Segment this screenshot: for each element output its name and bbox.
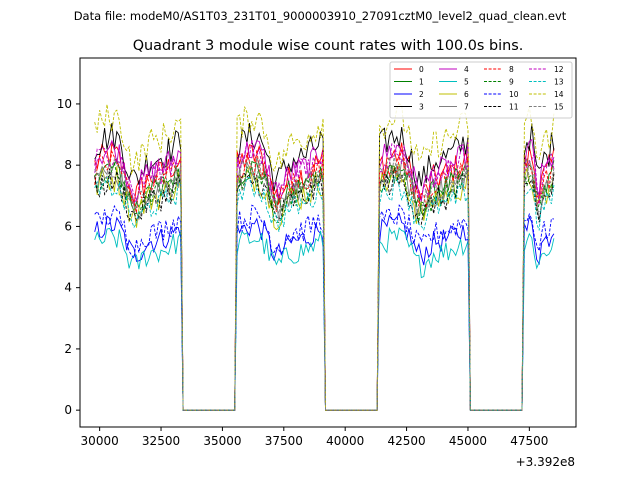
x-tick-label: 32500 [142, 434, 180, 448]
legend-label-1: 1 [419, 78, 424, 87]
x-tick-label: 42500 [387, 434, 425, 448]
chart-title: Quadrant 3 module wise count rates with … [133, 38, 524, 54]
legend-label-10: 10 [509, 90, 519, 99]
x-axis: 30000 32500 35000 37500 40000 42500 45000 47500 [81, 427, 548, 448]
y-tick-label: 6 [64, 219, 72, 233]
chart-suptitle: Data file: modeM0/AS1T03_231T01_90000039… [74, 9, 567, 23]
legend-label-2: 2 [419, 90, 424, 99]
x-tick-label: 35000 [203, 434, 241, 448]
legend-label-6: 6 [464, 90, 469, 99]
series-layer [94, 103, 555, 411]
legend-label-14: 14 [554, 90, 564, 99]
legend-box [389, 61, 573, 119]
legend-label-8: 8 [509, 65, 514, 74]
legend-label-0: 0 [419, 65, 424, 74]
y-tick-label: 0 [64, 403, 72, 417]
legend-label-7: 7 [464, 103, 469, 112]
x-offset-label: +3.392e8 [516, 455, 575, 469]
legend-label-15: 15 [554, 103, 564, 112]
legend-label-12: 12 [554, 65, 564, 74]
plot-frame [79, 57, 577, 428]
x-tick-label: 30000 [81, 434, 119, 448]
legend-label-3: 3 [419, 103, 424, 112]
legend-label-11: 11 [509, 103, 519, 112]
y-tick-label: 4 [64, 281, 72, 295]
x-tick-label: 37500 [265, 434, 303, 448]
legend-label-4: 4 [464, 65, 469, 74]
y-tick-label: 8 [64, 158, 72, 172]
y-axis: 0 2 4 6 8 10 [57, 97, 80, 417]
x-tick-label: 45000 [449, 434, 487, 448]
legend-label-5: 5 [464, 78, 469, 87]
series-line-15 [94, 155, 555, 411]
x-tick-label: 47500 [510, 434, 548, 448]
legend-label-13: 13 [554, 78, 564, 87]
y-tick-label: 2 [64, 342, 72, 356]
legend-label-9: 9 [509, 78, 514, 87]
y-tick-label: 10 [57, 97, 72, 111]
x-tick-label: 40000 [326, 434, 364, 448]
